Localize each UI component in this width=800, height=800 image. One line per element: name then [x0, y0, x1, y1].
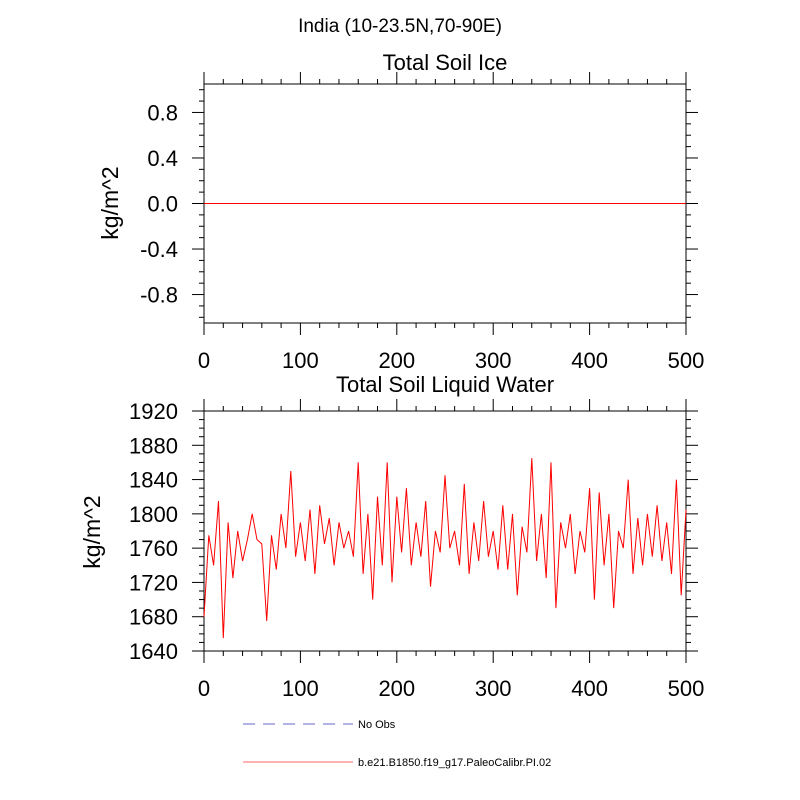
x-tick-label: 100 [282, 348, 319, 373]
x-tick-label: 500 [668, 676, 705, 701]
y-tick-label: 1680 [129, 605, 178, 630]
x-tick-label: 500 [668, 348, 705, 373]
x-tick-label: 0 [198, 348, 210, 373]
x-tick-label: 400 [571, 676, 608, 701]
y-tick-label: 1720 [129, 570, 178, 595]
y-tick-label: 1840 [129, 468, 178, 493]
y-tick-label: -0.4 [140, 237, 178, 262]
x-tick-label: 100 [282, 676, 319, 701]
x-tick-label: 0 [198, 676, 210, 701]
y-tick-label: 1880 [129, 433, 178, 458]
y-tick-label: 0.8 [147, 100, 178, 125]
panel-total-soil-liquid-water: Total Soil Liquid Water kg/m^2 0 100 200 30… [79, 372, 704, 701]
legend-label-model: b.e21.B1850.f19_g17.PaleoCalibr.PI.02 [358, 757, 551, 769]
y-tick-label: 1760 [129, 536, 178, 561]
legend-label-no-obs: No Obs [358, 719, 396, 731]
figure-suptitle: India (10-23.5N,70-90E) [298, 16, 502, 37]
legend: No Obs b.e21.B1850.f19_g17.PaleoCalibr.P… [243, 719, 551, 769]
y-tick-label: 0.0 [147, 192, 178, 217]
x-tick-label: 200 [378, 676, 415, 701]
y-tick-label: 1640 [129, 639, 178, 664]
y-axis-label: kg/m^2 [97, 166, 123, 239]
y-tick-label: 0.4 [147, 146, 178, 171]
panel-title: Total Soil Ice [383, 50, 508, 75]
x-tick-label: 300 [475, 348, 512, 373]
x-tick-label: 300 [475, 676, 512, 701]
y-tick-label: -0.8 [140, 283, 178, 308]
x-tick-label: 200 [378, 348, 415, 373]
panel-total-soil-ice: Total Soil Ice kg/m^2 0 100 200 300 400 500 -0… [97, 50, 704, 373]
y-tick-label: 1800 [129, 502, 178, 527]
y-axis-label: kg/m^2 [79, 495, 105, 568]
x-tick-label: 400 [571, 348, 608, 373]
series-line-model [203, 458, 687, 639]
panel-title: Total Soil Liquid Water [336, 372, 554, 397]
y-tick-label: 1920 [129, 399, 178, 424]
